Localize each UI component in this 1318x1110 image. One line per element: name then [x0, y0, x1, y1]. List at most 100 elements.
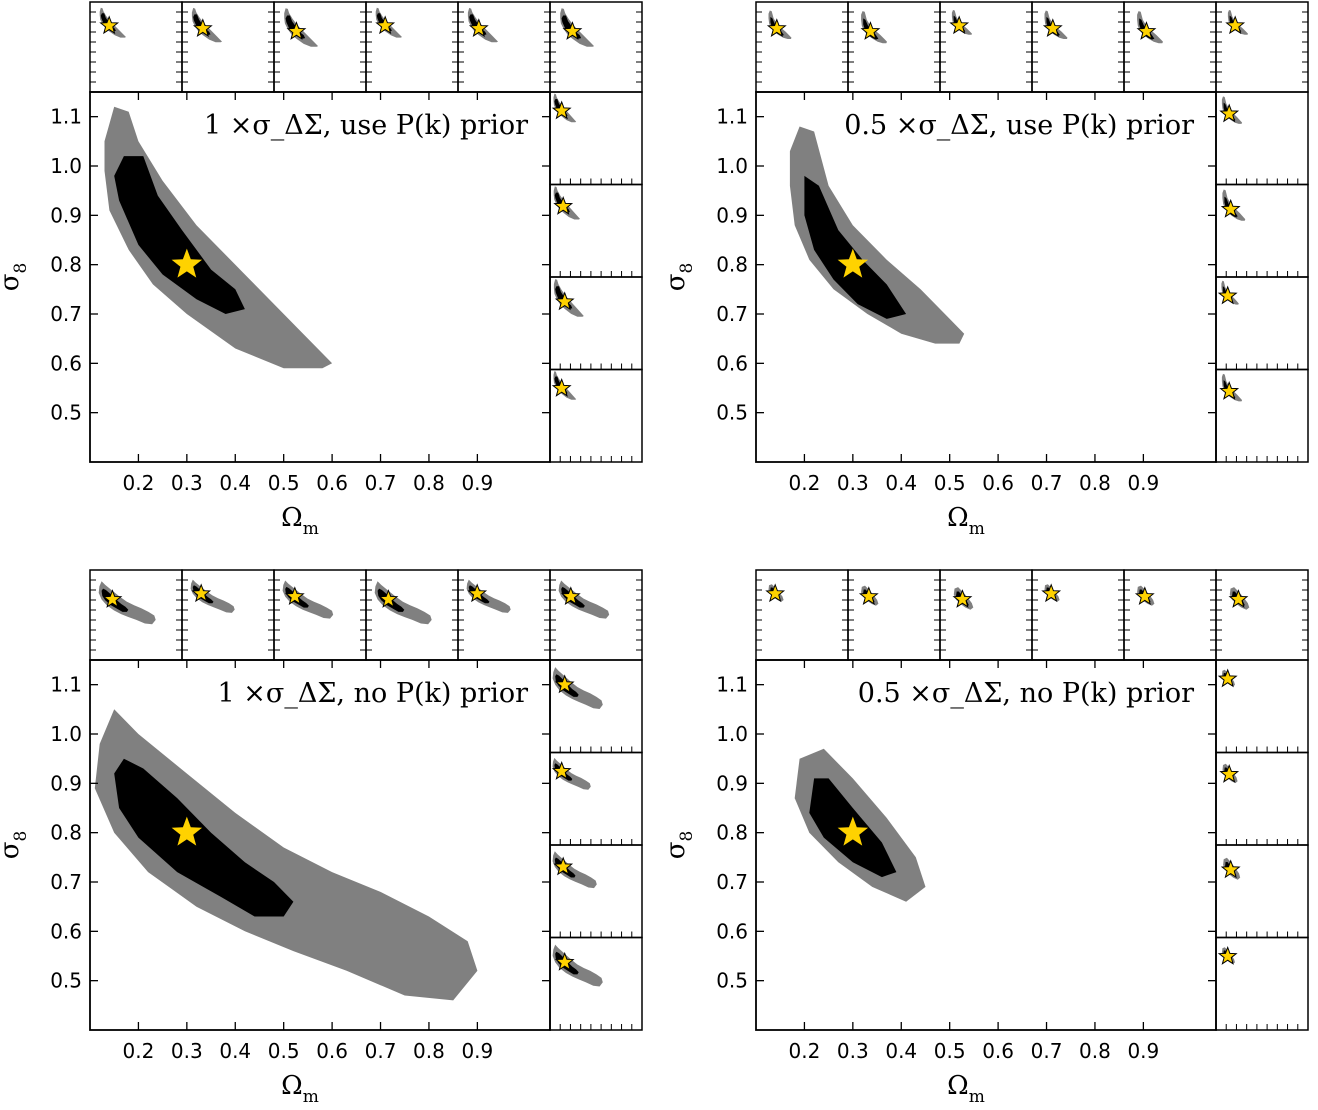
y-tick-label: 0.8 — [50, 821, 82, 845]
top-mini-panel — [939, 569, 1033, 661]
x-axis-label: Ωm — [281, 503, 319, 539]
x-axis-label-sub: m — [969, 519, 985, 539]
x-tick-label: 0.4 — [885, 1039, 917, 1063]
mini-fiducial-star — [468, 18, 489, 38]
mini-fiducial-star — [286, 21, 307, 40]
top-mini-panel — [1215, 1, 1309, 93]
x-tick-label: 0.2 — [789, 471, 821, 495]
mini-fiducial-star — [1220, 198, 1241, 218]
x-tick-label: 0.4 — [219, 471, 251, 495]
y-tick-label: 0.9 — [50, 771, 82, 795]
top-mini-panel — [365, 569, 459, 661]
mini-fiducial-star — [551, 100, 572, 120]
y-tick-label: 1.1 — [50, 105, 82, 129]
y-axis-label-sub: 8 — [11, 831, 31, 842]
y-tick-label: 0.9 — [716, 203, 748, 227]
y-tick-label: 1.0 — [716, 154, 748, 178]
x-axis-label-sub: m — [303, 1087, 319, 1107]
y-tick-label: 0.5 — [716, 969, 748, 993]
top-mini-panel — [365, 1, 459, 93]
side-mini-panel — [1215, 276, 1309, 371]
main-plot-area — [789, 126, 965, 344]
top-mini-panel — [847, 569, 941, 661]
y-tick-label: 0.6 — [716, 919, 748, 943]
x-tick-label: 0.6 — [982, 1039, 1014, 1063]
mini-contour-95 — [98, 581, 156, 625]
top-mini-panel — [755, 1, 849, 93]
panel-annotation: 1 ×σ_ΔΣ, use P(k) prior — [204, 110, 528, 141]
mini-fiducial-star — [554, 291, 575, 311]
top-mini-panel — [273, 1, 367, 93]
x-tick-label: 0.2 — [789, 1039, 821, 1063]
mini-contour-95 — [374, 581, 432, 625]
mini-panel-frame — [1215, 936, 1309, 1031]
top-mini-panel — [89, 569, 183, 661]
panel-annotation: 0.5 ×σ_ΔΣ, use P(k) prior — [844, 110, 1194, 141]
mini-fiducial-star — [1219, 103, 1240, 123]
mini-fiducial-star — [553, 856, 574, 876]
mini-fiducial-star — [1225, 15, 1246, 35]
main-panel-frame — [755, 91, 1217, 463]
mini-fiducial-star — [860, 21, 881, 40]
x-tick-label: 0.9 — [1127, 471, 1159, 495]
mini-panel-frame — [549, 91, 643, 186]
mini-panel-frame — [1215, 183, 1309, 278]
y-tick-label: 0.7 — [716, 302, 748, 326]
top-mini-panel — [1031, 569, 1125, 661]
x-tick-label: 0.3 — [171, 1039, 203, 1063]
x-axis-label: Ωm — [947, 1071, 985, 1107]
top-mini-panel — [1123, 569, 1217, 661]
mini-panel-frame — [1215, 844, 1309, 939]
contour-68 — [804, 175, 907, 319]
x-tick-label: 0.4 — [885, 471, 917, 495]
top-mini-panel — [89, 1, 183, 93]
top-mini-panel — [549, 1, 643, 93]
x-axis-label-sub: m — [969, 1087, 985, 1107]
contour-95 — [94, 709, 478, 1001]
mini-contour-95 — [1137, 11, 1163, 44]
side-mini-panel — [1215, 751, 1309, 846]
x-tick-label: 0.5 — [934, 1039, 966, 1063]
mini-contour-95 — [1222, 189, 1246, 221]
mini-fiducial-star — [1041, 583, 1062, 603]
mini-fiducial-star — [1217, 668, 1238, 688]
y-tick-label: 1.0 — [716, 722, 748, 746]
mini-fiducial-star — [1228, 589, 1249, 608]
mini-fiducial-star — [378, 589, 399, 608]
mini-fiducial-star — [765, 583, 786, 603]
fiducial-star — [837, 816, 869, 846]
top-mini-panel — [847, 1, 941, 93]
mini-fiducial-star — [1220, 859, 1241, 879]
x-tick-label: 0.2 — [123, 471, 155, 495]
y-axis-label: σ8 — [661, 263, 697, 292]
side-mini-panel — [1215, 936, 1309, 1031]
x-tick-label: 0.9 — [461, 471, 493, 495]
top-mini-panel — [549, 569, 643, 661]
y-tick-label: 0.6 — [716, 351, 748, 375]
mini-fiducial-star — [102, 589, 123, 608]
x-tick-label: 0.8 — [1079, 1039, 1111, 1063]
mini-fiducial-star — [949, 15, 970, 35]
y-axis-label-sub: 8 — [11, 263, 31, 274]
y-tick-label: 0.7 — [50, 870, 82, 894]
mini-fiducial-star — [952, 589, 973, 608]
mini-fiducial-star — [766, 18, 787, 38]
top-mini-panel — [939, 1, 1033, 93]
mini-fiducial-star — [1219, 380, 1240, 400]
x-tick-label: 0.4 — [219, 1039, 251, 1063]
y-tick-label: 1.1 — [716, 105, 748, 129]
x-tick-label: 0.8 — [413, 471, 445, 495]
x-tick-label: 0.9 — [461, 1039, 493, 1063]
x-tick-label: 0.6 — [316, 1039, 348, 1063]
mini-panel-frame — [549, 368, 643, 463]
mini-contour-95 — [861, 11, 887, 44]
mini-panel-frame — [1123, 569, 1217, 661]
panel-group-2: 0.2 0.3 0.4 0.5 0.6 0.7 0.8 0.9 0.5 0.6 0.7 0.8 0.9 1… — [661, 1, 1309, 539]
y-axis-label-sub: 8 — [677, 263, 697, 274]
y-tick-label: 0.8 — [716, 253, 748, 277]
mini-fiducial-star — [1219, 763, 1240, 783]
side-mini-panel — [1215, 844, 1309, 939]
mini-panel-frame — [939, 569, 1033, 661]
x-tick-label: 0.2 — [123, 1039, 155, 1063]
